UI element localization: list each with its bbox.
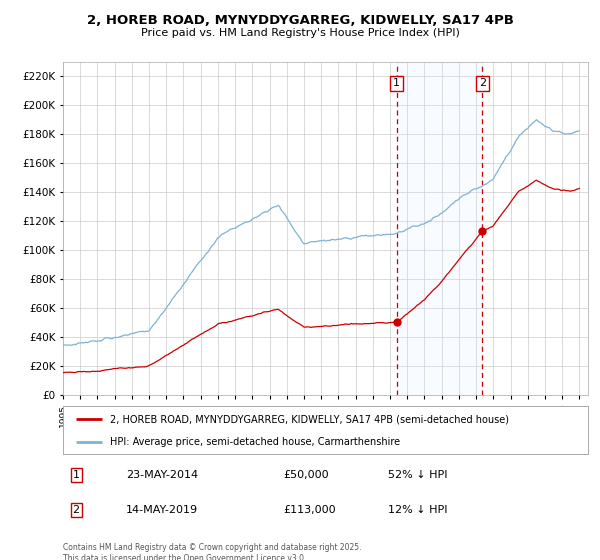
Text: Price paid vs. HM Land Registry's House Price Index (HPI): Price paid vs. HM Land Registry's House … xyxy=(140,28,460,38)
Text: 23-MAY-2014: 23-MAY-2014 xyxy=(126,470,198,479)
Text: £50,000: £50,000 xyxy=(284,470,329,479)
Text: Contains HM Land Registry data © Crown copyright and database right 2025.
This d: Contains HM Land Registry data © Crown c… xyxy=(63,543,361,560)
Text: 14-MAY-2019: 14-MAY-2019 xyxy=(126,505,198,515)
Text: 2: 2 xyxy=(479,78,486,88)
Bar xyxy=(397,62,482,395)
Text: 52% ↓ HPI: 52% ↓ HPI xyxy=(389,470,448,479)
Text: 2: 2 xyxy=(73,505,80,515)
Text: £113,000: £113,000 xyxy=(284,505,336,515)
Text: 12% ↓ HPI: 12% ↓ HPI xyxy=(389,505,448,515)
Text: 2, HOREB ROAD, MYNYDDYGARREG, KIDWELLY, SA17 4PB: 2, HOREB ROAD, MYNYDDYGARREG, KIDWELLY, … xyxy=(86,14,514,27)
Text: HPI: Average price, semi-detached house, Carmarthenshire: HPI: Average price, semi-detached house,… xyxy=(110,437,400,447)
Text: 1: 1 xyxy=(73,470,80,479)
Text: 1: 1 xyxy=(393,78,400,88)
Text: 2, HOREB ROAD, MYNYDDYGARREG, KIDWELLY, SA17 4PB (semi-detached house): 2, HOREB ROAD, MYNYDDYGARREG, KIDWELLY, … xyxy=(110,414,509,424)
